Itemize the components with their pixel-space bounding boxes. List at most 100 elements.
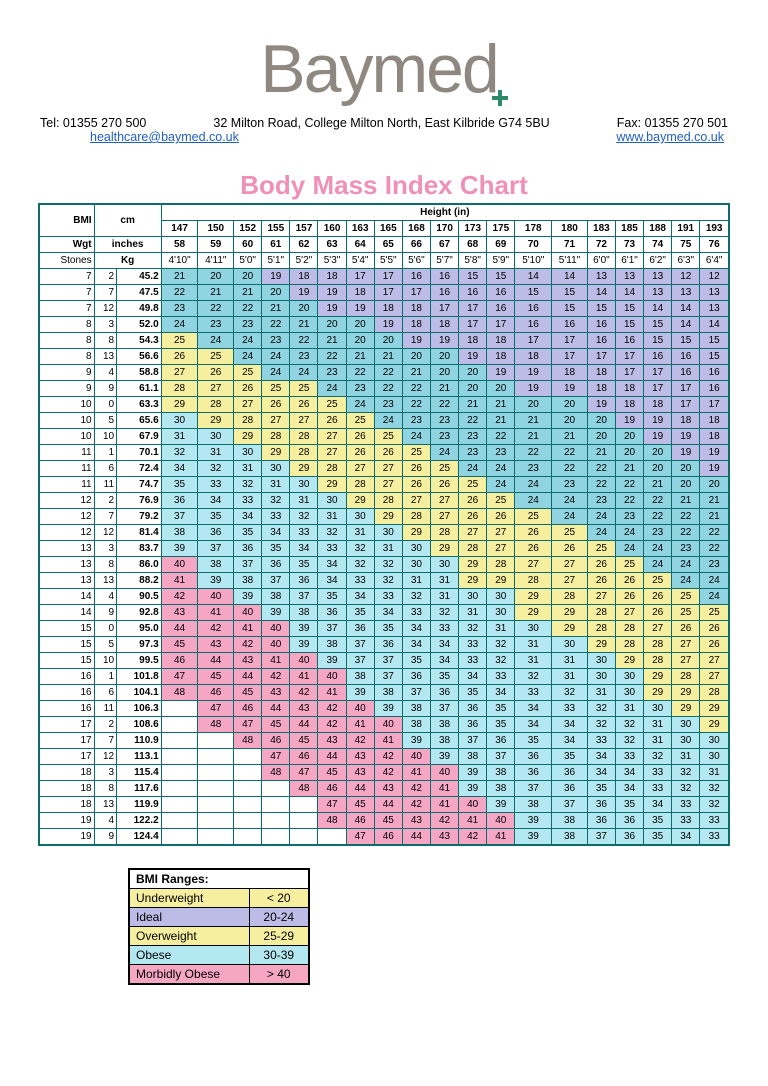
bmi-cell: 24 bbox=[552, 493, 588, 509]
bmi-cell: 27 bbox=[262, 413, 290, 429]
bmi-cell: 25 bbox=[459, 477, 487, 493]
bmi-cell: 42 bbox=[374, 749, 402, 765]
bmi-cell: 27 bbox=[552, 557, 588, 573]
bmi-cell: 25 bbox=[430, 461, 458, 477]
kg-cell: 61.1 bbox=[117, 381, 162, 397]
height-ft: 5'7" bbox=[430, 253, 458, 269]
bmi-cell: 35 bbox=[459, 685, 487, 701]
bmi-cell: 41 bbox=[402, 765, 430, 781]
bmi-cell: 19 bbox=[672, 429, 700, 445]
bmi-cell: 43 bbox=[318, 733, 346, 749]
email-link[interactable]: healthcare@baymed.co.uk bbox=[90, 130, 239, 144]
bmi-cell-blank bbox=[262, 829, 290, 846]
bmi-cell: 16 bbox=[515, 317, 552, 333]
height-ft: 5'10" bbox=[515, 253, 552, 269]
bmi-cell: 28 bbox=[587, 621, 615, 637]
bmi-cell: 39 bbox=[402, 733, 430, 749]
bmi-cell: 30 bbox=[374, 525, 402, 541]
bmi-cell: 34 bbox=[402, 637, 430, 653]
bmi-cell: 27 bbox=[318, 445, 346, 461]
bmi-cell-blank bbox=[198, 733, 234, 749]
bmi-cell: 47 bbox=[318, 797, 346, 813]
bmi-cell: 32 bbox=[587, 717, 615, 733]
bmi-cell: 21 bbox=[672, 493, 700, 509]
bmi-cell: 31 bbox=[515, 653, 552, 669]
bmi-cell: 18 bbox=[346, 285, 374, 301]
bmi-cell: 33 bbox=[672, 813, 700, 829]
contact-line: Tel: 01355 270 500 32 Milton Road, Colle… bbox=[40, 116, 728, 130]
kg-cell: 47.5 bbox=[117, 285, 162, 301]
bmi-cell: 28 bbox=[161, 381, 198, 397]
height-ft: 5'11" bbox=[552, 253, 588, 269]
bmi-cell: 18 bbox=[587, 365, 615, 381]
bmi-cell: 47 bbox=[198, 701, 234, 717]
bmi-cell: 33 bbox=[198, 477, 234, 493]
bmi-cell: 34 bbox=[615, 765, 643, 781]
bmi-cell: 46 bbox=[161, 653, 198, 669]
bmi-cell: 39 bbox=[290, 637, 318, 653]
stones-cell: 15 bbox=[39, 637, 94, 653]
kg-cell: 65.6 bbox=[117, 413, 162, 429]
bmi-cell: 27 bbox=[644, 621, 672, 637]
kg-cell: 72.4 bbox=[117, 461, 162, 477]
bmi-cell: 36 bbox=[318, 605, 346, 621]
bmi-cell: 38 bbox=[262, 589, 290, 605]
bmi-cell: 20 bbox=[644, 461, 672, 477]
legend-range: > 40 bbox=[249, 965, 309, 985]
bmi-cell: 22 bbox=[672, 509, 700, 525]
bmi-cell: 24 bbox=[459, 461, 487, 477]
bmi-cell: 35 bbox=[234, 525, 262, 541]
bmi-cell: 32 bbox=[430, 605, 458, 621]
stones-cell: 8 bbox=[39, 333, 94, 349]
bmi-cell: 17 bbox=[615, 349, 643, 365]
bmi-cell: 37 bbox=[459, 733, 487, 749]
kg-cell: 74.7 bbox=[117, 477, 162, 493]
kg-cell: 113.1 bbox=[117, 749, 162, 765]
bmi-cell: 36 bbox=[161, 493, 198, 509]
bmi-table: BMIcmHeight (in)147150152155157160163165… bbox=[38, 203, 730, 846]
bmi-cell: 34 bbox=[318, 573, 346, 589]
bmi-cell: 29 bbox=[587, 637, 615, 653]
bmi-cell: 33 bbox=[487, 669, 515, 685]
bmi-cell: 26 bbox=[198, 365, 234, 381]
bmi-cell-blank bbox=[161, 749, 198, 765]
kg-cell: 49.8 bbox=[117, 301, 162, 317]
website-link[interactable]: www.baymed.co.uk bbox=[616, 130, 724, 144]
height-in: 72 bbox=[587, 237, 615, 253]
kg-cell: 122.2 bbox=[117, 813, 162, 829]
bmi-cell: 28 bbox=[318, 461, 346, 477]
bmi-cell: 28 bbox=[587, 605, 615, 621]
bmi-cell: 45 bbox=[262, 717, 290, 733]
bmi-cell: 19 bbox=[672, 445, 700, 461]
bmi-cell: 42 bbox=[459, 829, 487, 846]
lb-cell: 1 bbox=[94, 445, 116, 461]
bmi-cell: 29 bbox=[487, 573, 515, 589]
bmi-cell: 26 bbox=[587, 557, 615, 573]
bmi-cell: 44 bbox=[318, 749, 346, 765]
bmi-cell: 47 bbox=[262, 749, 290, 765]
bmi-cell: 37 bbox=[374, 669, 402, 685]
height-ft: 6'0" bbox=[587, 253, 615, 269]
kg-cell: 56.6 bbox=[117, 349, 162, 365]
bmi-cell: 34 bbox=[615, 781, 643, 797]
bmi-cell: 45 bbox=[374, 813, 402, 829]
bmi-cell: 31 bbox=[644, 733, 672, 749]
bmi-cell: 25 bbox=[700, 605, 729, 621]
bmi-cell: 25 bbox=[672, 605, 700, 621]
bmi-cell: 32 bbox=[515, 669, 552, 685]
bmi-cell: 26 bbox=[587, 573, 615, 589]
bmi-cell: 21 bbox=[402, 365, 430, 381]
bmi-cell: 34 bbox=[318, 557, 346, 573]
bmi-cell: 33 bbox=[262, 509, 290, 525]
stones-cell: 9 bbox=[39, 381, 94, 397]
bmi-cell: 29 bbox=[459, 573, 487, 589]
table-row: 131388.241393837363433323131292928272626… bbox=[39, 573, 729, 589]
bmi-cell: 23 bbox=[290, 349, 318, 365]
bmi-cell: 17 bbox=[346, 269, 374, 285]
bmi-cell: 18 bbox=[515, 349, 552, 365]
bmi-cell: 29 bbox=[402, 525, 430, 541]
bmi-cell: 29 bbox=[290, 461, 318, 477]
table-row: 101067.931302928282726252423232221212020… bbox=[39, 429, 729, 445]
bmi-cell: 25 bbox=[672, 589, 700, 605]
bmi-cell: 19 bbox=[615, 413, 643, 429]
